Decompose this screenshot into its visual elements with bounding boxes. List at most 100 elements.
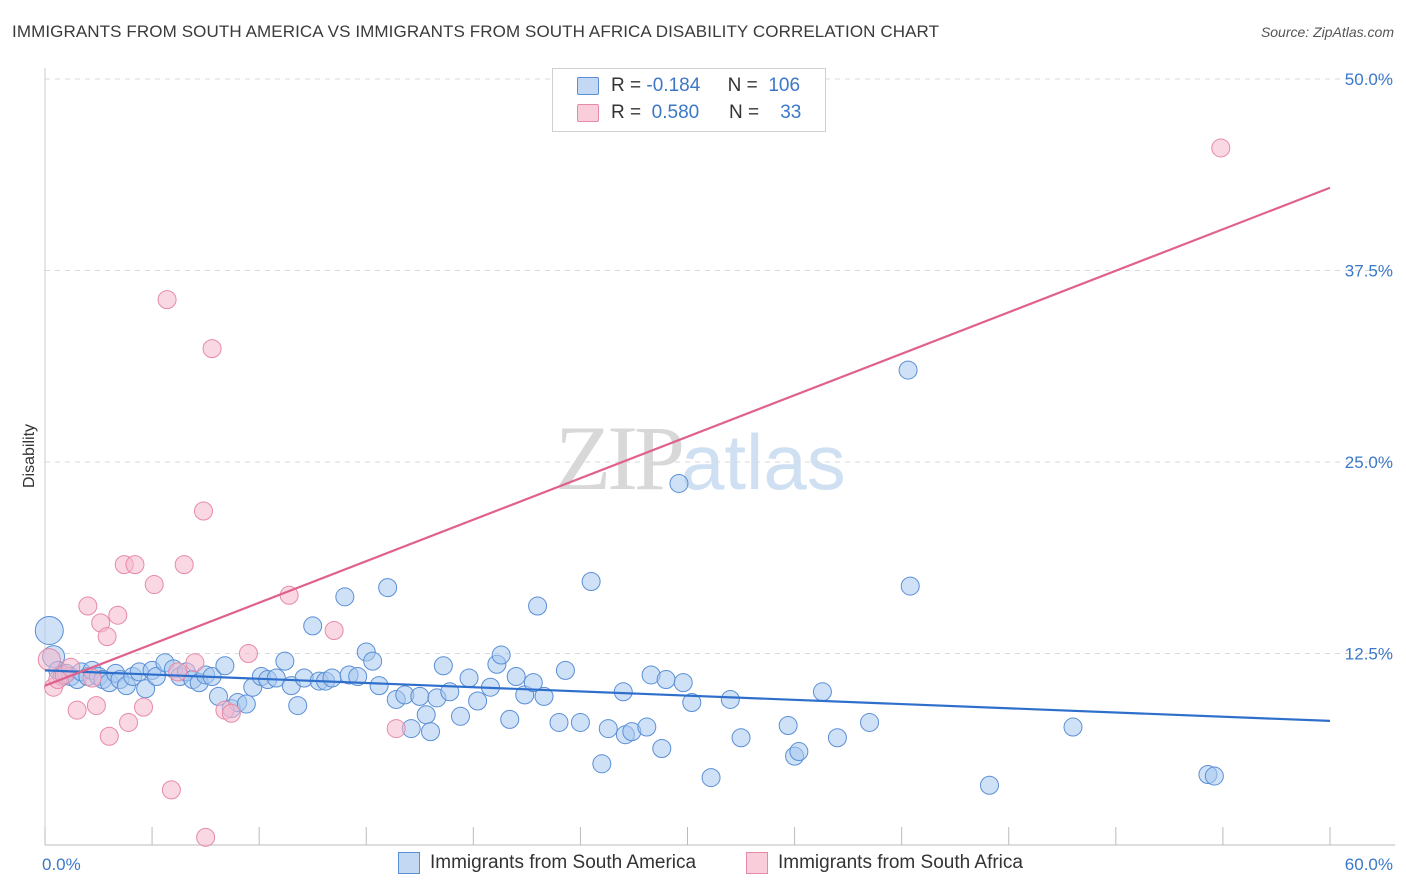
- legend-r-value: -0.184: [646, 75, 701, 96]
- data-point-south-africa: [221, 703, 241, 723]
- tick-labels: 12.5% 25.0% 37.5% 50.0% 0.0% 60.0%: [42, 70, 1393, 874]
- legend-r-value: 0.580: [651, 102, 700, 123]
- legend-row-south-america: R = -0.184 N = 106: [577, 74, 800, 98]
- data-point-south-america: [275, 651, 295, 671]
- data-point-south-america: [369, 676, 389, 696]
- data-point-south-africa: [174, 555, 194, 575]
- trend-line-south-africa: [44, 186, 1331, 687]
- data-point-south-america: [322, 668, 342, 688]
- data-point-south-america: [669, 473, 689, 493]
- data-point-south-africa: [108, 605, 128, 625]
- data-point-south-america: [335, 587, 355, 607]
- data-point-south-america: [789, 742, 809, 762]
- data-point-south-america: [731, 728, 751, 748]
- legend-item-south-africa[interactable]: Immigrants from South Africa: [746, 852, 1023, 874]
- data-point-south-america: [34, 616, 64, 646]
- data-point-south-america: [1063, 717, 1083, 737]
- data-point-south-america: [701, 768, 721, 788]
- data-point-south-africa: [185, 653, 205, 673]
- legend-n-value: 33: [780, 102, 802, 123]
- data-point-south-africa: [386, 719, 406, 739]
- data-point-south-america: [421, 722, 440, 742]
- data-point-south-america: [682, 693, 702, 713]
- data-point-south-america: [433, 656, 453, 676]
- data-point-south-america: [410, 686, 430, 706]
- legend-row-south-africa: R = 0.580 N = 33: [577, 101, 801, 125]
- data-point-south-america: [637, 717, 657, 737]
- data-point-south-america: [652, 738, 672, 758]
- data-point-south-america: [506, 666, 526, 686]
- legend-item-south-america[interactable]: Immigrants from South America: [398, 852, 696, 874]
- data-point-south-america: [468, 691, 488, 711]
- legend-r-label: R =: [611, 102, 642, 123]
- data-point-south-america: [534, 686, 554, 706]
- x-tick-label: 0.0%: [42, 855, 81, 874]
- data-point-south-africa: [78, 596, 98, 616]
- y-axis-label: Disability: [21, 424, 38, 488]
- data-point-south-america: [778, 716, 798, 736]
- legend-n-value: 106: [768, 75, 801, 96]
- data-point-south-africa: [67, 700, 87, 720]
- data-point-south-america: [500, 709, 520, 729]
- legend-r-label: R =: [611, 75, 642, 96]
- y-tick-label: 12.5%: [1345, 645, 1393, 664]
- legend-label-south-america: Immigrants from South America: [430, 852, 697, 873]
- gridlines: [45, 78, 1395, 654]
- data-point-south-america: [363, 651, 383, 671]
- data-point-south-africa: [168, 662, 188, 682]
- data-point-south-africa: [86, 696, 106, 716]
- data-point-south-america: [900, 576, 920, 596]
- data-point-south-america: [598, 719, 618, 739]
- data-point-south-america: [592, 754, 612, 774]
- data-point-south-america: [979, 775, 999, 795]
- data-point-south-africa: [157, 290, 177, 310]
- data-point-south-america: [898, 360, 918, 380]
- trend-line-south-america: [44, 669, 1331, 723]
- data-point-south-africa: [125, 555, 145, 575]
- data-point-south-africa: [97, 627, 117, 647]
- legend-swatch-blue: [577, 77, 599, 95]
- data-point-south-america: [136, 679, 156, 699]
- legend-n-label: N =: [728, 102, 760, 123]
- data-point-south-america: [827, 728, 847, 748]
- legend-swatch-blue: [398, 852, 420, 874]
- data-point-south-america: [860, 712, 880, 732]
- data-point-south-africa: [119, 712, 139, 732]
- data-point-south-america: [378, 578, 398, 598]
- data-point-south-america: [581, 571, 601, 591]
- source-label: Source: ZipAtlas.com: [1260, 24, 1394, 40]
- y-tick-label: 25.0%: [1345, 453, 1393, 472]
- data-point-south-america: [348, 666, 368, 686]
- y-tick-label: 50.0%: [1345, 70, 1393, 89]
- data-point-south-america: [146, 666, 166, 686]
- data-point-south-america: [236, 694, 256, 714]
- data-point-south-america: [720, 689, 740, 709]
- chart-title: IMMIGRANTS FROM SOUTH AMERICA VS IMMIGRA…: [12, 22, 940, 41]
- stats-legend: R = -0.184 N = 106 R = 0.580 N = 33: [552, 68, 826, 132]
- data-point-south-america: [215, 656, 235, 676]
- series-legend: Immigrants from South America Immigrants…: [0, 852, 1406, 878]
- data-point-south-africa: [37, 648, 61, 672]
- data-point-south-america: [1204, 766, 1224, 786]
- data-point-south-america: [656, 670, 676, 690]
- series-south-africa-points: [37, 138, 1231, 847]
- data-point-south-america: [523, 673, 543, 693]
- legend-swatch-pink: [746, 852, 768, 874]
- data-point-south-africa: [134, 697, 154, 717]
- data-point-south-america: [450, 706, 470, 726]
- data-point-south-america: [812, 682, 832, 702]
- data-point-south-africa: [196, 827, 216, 847]
- trend-lines: [44, 186, 1331, 723]
- data-point-south-america: [288, 696, 308, 716]
- data-point-south-africa: [193, 501, 213, 521]
- data-point-south-america: [528, 596, 548, 616]
- data-point-south-america: [303, 616, 323, 636]
- x-tick-label: 60.0%: [1345, 855, 1393, 874]
- data-point-south-america: [491, 645, 511, 665]
- data-point-south-america: [673, 673, 693, 693]
- legend-swatch-pink: [577, 104, 599, 122]
- data-point-south-africa: [202, 339, 222, 359]
- data-point-south-america: [555, 660, 575, 680]
- data-point-south-africa: [99, 726, 119, 746]
